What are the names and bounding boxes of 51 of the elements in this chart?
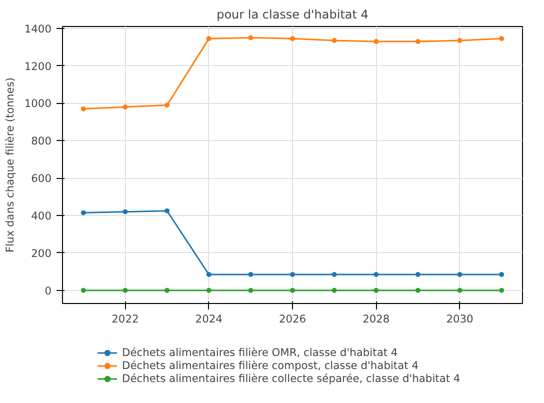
legend-label: Déchets alimentaires filière OMR, classe d'habitat 4 (122, 346, 398, 359)
y-tick-label: 1000 (24, 97, 52, 110)
point (332, 38, 337, 44)
point (122, 104, 128, 110)
point (415, 272, 420, 277)
y-tick-label: 200 (31, 246, 52, 260)
point (499, 272, 504, 277)
y-tick-label: 400 (31, 210, 52, 223)
point (122, 288, 128, 293)
point (164, 102, 170, 108)
point (290, 288, 295, 293)
point (80, 210, 86, 216)
point (248, 272, 254, 277)
point (248, 35, 254, 40)
x-tick-label: 2022 (112, 312, 139, 326)
point (206, 288, 212, 293)
y-tick-label: 1400 (24, 22, 52, 36)
point (457, 38, 462, 44)
point (206, 36, 212, 42)
legend-label: Déchets alimentaires filière compost, classe d'habitat 4 (122, 359, 418, 372)
point (122, 209, 128, 214)
chart-title: pour la classe d'habitat 4 (216, 8, 368, 22)
point (164, 288, 170, 293)
point (248, 288, 254, 293)
x-tick-label: 2024 (195, 312, 223, 326)
x-tick-label: 2028 (362, 312, 390, 326)
legend-label: Déchets alimentaires filière collecte séparée, classe d'habitat 4 (122, 372, 460, 385)
y-axis-title: Flux dans chaque filière (tonnes) (3, 77, 16, 253)
point (206, 272, 212, 277)
y-tick-label: 1200 (24, 60, 52, 73)
point (499, 288, 504, 293)
point (164, 208, 170, 214)
point (80, 106, 86, 112)
point (80, 288, 86, 293)
point (415, 38, 420, 44)
point (374, 272, 379, 277)
point (374, 288, 379, 293)
y-tick-label: 0 (44, 284, 52, 298)
point (499, 36, 504, 42)
point (332, 272, 337, 277)
point (374, 38, 379, 44)
point (415, 288, 420, 293)
point (290, 272, 295, 277)
x-tick-label: 2026 (278, 312, 306, 326)
y-tick-label: 600 (31, 172, 52, 186)
x-tick-label: 2030 (446, 312, 474, 326)
point (457, 288, 462, 293)
point (457, 272, 462, 277)
point (332, 288, 337, 293)
point (290, 36, 295, 42)
y-tick-label: 800 (31, 134, 52, 148)
